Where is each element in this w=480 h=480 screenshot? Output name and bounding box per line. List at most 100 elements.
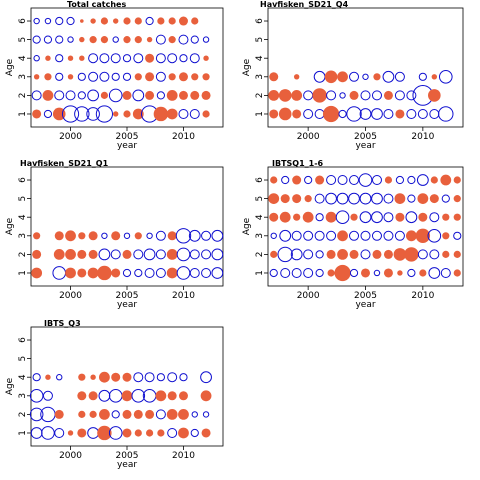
- negative-residual-bubble: [325, 192, 337, 205]
- negative-residual-bubble: [211, 248, 224, 261]
- negative-residual-bubble: [360, 230, 371, 241]
- y-tick-label: 4: [18, 214, 28, 220]
- positive-residual-bubble: [202, 110, 210, 118]
- positive-residual-bubble: [153, 106, 169, 122]
- negative-residual-bubble: [108, 388, 123, 403]
- positive-residual-bubble: [145, 409, 155, 419]
- positive-residual-bubble: [442, 250, 450, 258]
- negative-residual-bubble: [99, 71, 110, 82]
- positive-residual-bubble: [113, 111, 119, 117]
- positive-residual-bubble: [202, 73, 210, 81]
- negative-residual-bubble: [111, 72, 120, 81]
- y-axis-label: Age: [5, 217, 15, 235]
- positive-residual-bubble: [122, 409, 132, 419]
- negative-residual-bubble: [349, 71, 360, 82]
- positive-residual-bubble: [145, 53, 155, 63]
- negative-residual-bubble: [142, 388, 157, 403]
- positive-residual-bubble: [33, 232, 41, 240]
- negative-residual-bubble: [346, 106, 362, 122]
- negative-residual-bubble: [441, 194, 450, 203]
- negative-residual-bubble: [349, 230, 360, 241]
- x-tick-label: 2010: [411, 291, 434, 301]
- x-tick-label: 2005: [116, 132, 139, 142]
- negative-residual-bubble: [95, 105, 114, 123]
- negative-residual-bubble: [88, 53, 99, 64]
- positive-residual-bubble: [122, 428, 132, 438]
- positive-residual-bubble: [270, 250, 278, 258]
- positive-residual-bubble: [80, 19, 84, 23]
- positive-residual-bubble: [134, 232, 142, 240]
- positive-residual-bubble: [383, 249, 393, 259]
- negative-residual-bubble: [201, 267, 212, 278]
- positive-residual-bubble: [100, 17, 109, 25]
- y-tick-label: 5: [18, 37, 28, 43]
- negative-residual-bubble: [65, 90, 76, 101]
- positive-residual-bubble: [453, 176, 461, 184]
- y-tick-label: 6: [18, 177, 28, 183]
- negative-residual-bubble: [427, 228, 442, 243]
- positive-residual-bubble: [134, 429, 142, 437]
- negative-residual-bubble: [407, 175, 416, 185]
- positive-residual-bubble: [168, 36, 176, 44]
- positive-residual-bubble: [442, 232, 450, 240]
- negative-residual-bubble: [122, 54, 132, 63]
- positive-residual-bubble: [279, 211, 291, 223]
- negative-residual-bubble: [211, 229, 224, 242]
- negative-residual-bubble: [348, 192, 360, 205]
- negative-residual-bubble: [167, 427, 178, 438]
- positive-residual-bubble: [415, 228, 431, 243]
- negative-residual-bubble: [211, 267, 224, 279]
- negative-residual-bubble: [202, 36, 210, 43]
- negative-residual-bubble: [269, 268, 278, 278]
- y-tick-label: 4: [18, 55, 28, 61]
- negative-residual-bubble: [303, 249, 314, 260]
- positive-residual-bubble: [45, 55, 51, 61]
- positive-residual-bubble: [291, 89, 303, 101]
- negative-residual-bubble: [77, 91, 86, 100]
- positive-residual-bubble: [166, 248, 178, 260]
- negative-residual-bubble: [190, 35, 199, 44]
- y-tick-label: 2: [18, 412, 28, 418]
- positive-residual-bubble: [191, 73, 199, 81]
- negative-residual-bubble: [383, 230, 394, 241]
- negative-residual-bubble: [373, 269, 381, 277]
- x-tick-label: 2010: [172, 132, 195, 142]
- positive-residual-bubble: [350, 213, 358, 221]
- positive-residual-bubble: [178, 72, 188, 82]
- negative-residual-bubble: [55, 35, 64, 44]
- negative-residual-bubble: [77, 72, 86, 81]
- y-axis-label: Age: [5, 58, 15, 76]
- negative-residual-bubble: [440, 267, 451, 278]
- y-tick-label: 5: [18, 196, 28, 202]
- negative-residual-bubble: [429, 108, 440, 119]
- negative-residual-bubble: [304, 175, 313, 185]
- negative-residual-bubble: [315, 268, 324, 278]
- negative-residual-bubble: [86, 107, 100, 121]
- negative-residual-bubble: [191, 411, 198, 418]
- positive-residual-bubble: [146, 36, 153, 43]
- panel-1: Total catches 1 2 3 4 5 6 2000 2005 2010 year Age: [5, 0, 224, 151]
- positive-residual-bubble: [361, 268, 370, 278]
- positive-residual-bubble: [77, 428, 87, 438]
- positive-residual-bubble: [280, 194, 290, 204]
- x-tick-label: 2000: [297, 291, 320, 301]
- positive-residual-bubble: [453, 250, 461, 258]
- negative-residual-bubble: [383, 193, 394, 204]
- negative-residual-bubble: [337, 175, 348, 186]
- negative-residual-bubble: [395, 175, 405, 185]
- x-tick-label: 2000: [59, 451, 82, 461]
- negative-residual-bubble: [279, 229, 292, 242]
- negative-residual-bubble: [202, 411, 210, 418]
- positive-residual-bubble: [293, 213, 301, 221]
- positive-residual-bubble: [79, 55, 85, 61]
- negative-residual-bubble: [87, 89, 100, 102]
- x-axis-label: year: [355, 300, 375, 310]
- negative-residual-bubble: [176, 247, 191, 262]
- negative-residual-bubble: [33, 17, 40, 25]
- positive-residual-bubble: [304, 195, 312, 203]
- negative-residual-bubble: [176, 266, 191, 280]
- panel-title: IBTS_Q3: [44, 319, 81, 328]
- positive-residual-bubble: [168, 17, 176, 25]
- positive-residual-bubble: [334, 264, 351, 282]
- y-tick-label: 4: [255, 214, 265, 220]
